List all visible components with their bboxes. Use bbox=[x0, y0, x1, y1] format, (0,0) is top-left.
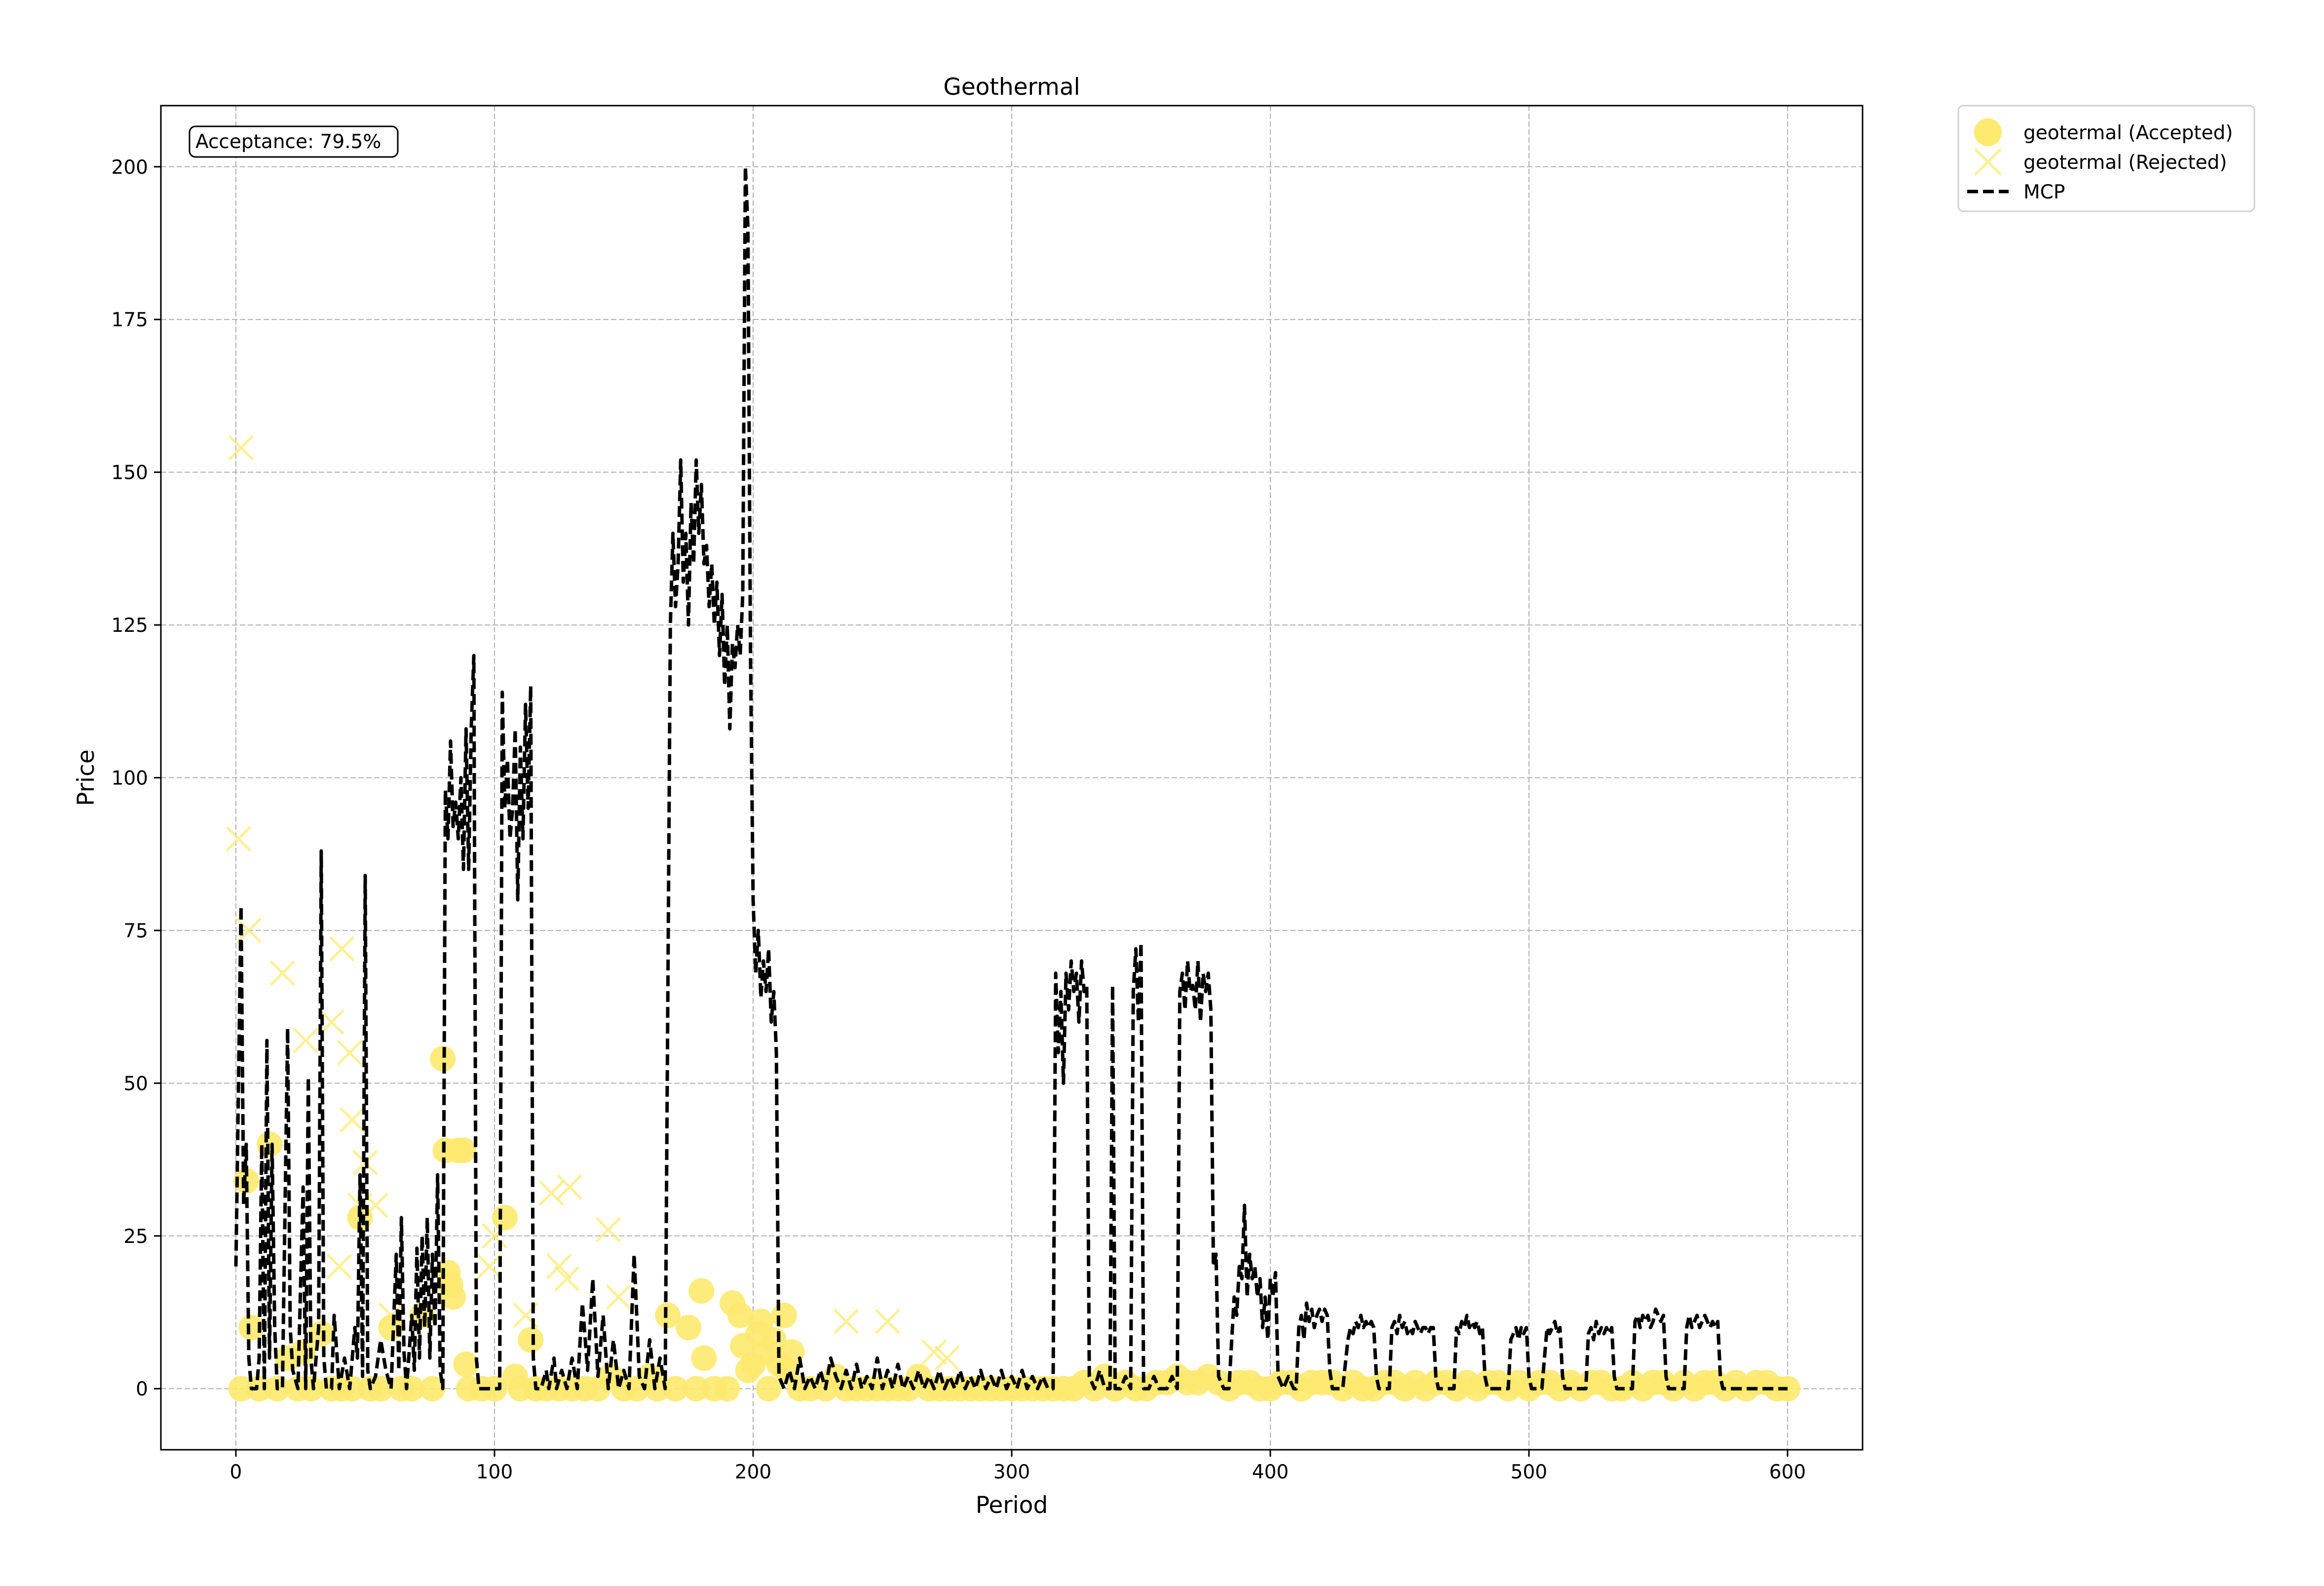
y-tick-label: 50 bbox=[123, 1073, 148, 1095]
rejected-point bbox=[482, 1223, 507, 1249]
rejected-point bbox=[557, 1174, 582, 1200]
rejected-point bbox=[606, 1284, 632, 1310]
accepted-point bbox=[748, 1309, 774, 1335]
accepted-point bbox=[771, 1302, 797, 1328]
rejected-point bbox=[340, 1107, 365, 1133]
plot-area bbox=[226, 165, 1801, 1402]
accepted-point bbox=[688, 1278, 715, 1304]
rejected-point bbox=[921, 1339, 947, 1365]
legend-label: geotermal (Accepted) bbox=[2023, 122, 2233, 144]
y-tick-label: 0 bbox=[136, 1378, 148, 1400]
accepted-point bbox=[683, 1376, 709, 1402]
rejected-point bbox=[228, 435, 254, 461]
accepted-point bbox=[339, 1376, 365, 1402]
x-tick-label: 200 bbox=[735, 1461, 771, 1483]
x-tick-label: 300 bbox=[993, 1461, 1030, 1483]
accepted-point bbox=[714, 1376, 740, 1402]
accepted-point bbox=[228, 1376, 254, 1402]
x-tick-label: 600 bbox=[1769, 1461, 1806, 1483]
legend-label: MCP bbox=[2023, 181, 2065, 203]
x-axis-label: Period bbox=[976, 1492, 1048, 1519]
rejected-point bbox=[378, 1302, 404, 1328]
accepted-point bbox=[430, 1045, 456, 1072]
accepted-point bbox=[727, 1302, 753, 1328]
y-axis-label: Price bbox=[73, 749, 100, 806]
rejected-point bbox=[236, 918, 262, 943]
legend-label: geotermal (Rejected) bbox=[2023, 152, 2227, 174]
rejected-point bbox=[476, 1253, 502, 1279]
rejected-point bbox=[293, 1027, 319, 1053]
y-tick-label: 75 bbox=[123, 920, 148, 942]
y-tick-label: 100 bbox=[112, 768, 148, 790]
rejected-point bbox=[546, 1253, 572, 1279]
accepted-point bbox=[518, 1327, 544, 1353]
rejected-point bbox=[269, 960, 296, 986]
accepted-point bbox=[238, 1315, 265, 1341]
accepted-point bbox=[1775, 1376, 1801, 1402]
chart-title: Geothermal bbox=[943, 74, 1080, 101]
accepted-point bbox=[756, 1376, 782, 1402]
mcp-line bbox=[234, 165, 1788, 1391]
legend: geotermal (Accepted) geotermal (Rejected)… bbox=[1957, 105, 2255, 212]
y-tick-label: 150 bbox=[112, 462, 148, 484]
y-tick-label: 200 bbox=[112, 156, 148, 179]
accepted-point bbox=[675, 1315, 701, 1341]
x-tick-label: 100 bbox=[476, 1461, 513, 1483]
accepted-point bbox=[481, 1376, 507, 1402]
x-tick-label: 0 bbox=[230, 1461, 242, 1483]
acceptance-annotation: Acceptance: 79.5% bbox=[189, 125, 399, 158]
rejected-point bbox=[554, 1266, 580, 1292]
series-mcp bbox=[234, 165, 1788, 1391]
accepted-point bbox=[691, 1345, 717, 1371]
y-axis: 0 25 50 75 100 125 150 175 200 bbox=[112, 156, 161, 1400]
accepted-point bbox=[399, 1376, 425, 1402]
rejected-point bbox=[226, 826, 251, 852]
accepted-point bbox=[492, 1204, 518, 1231]
rejected-point bbox=[875, 1309, 901, 1334]
grid bbox=[161, 106, 1863, 1450]
annotation-box bbox=[189, 125, 399, 158]
legend-rejected-marker bbox=[1974, 148, 2002, 176]
rejected-point bbox=[934, 1345, 960, 1371]
annotation-text: Acceptance: 79.5% bbox=[195, 131, 381, 153]
rejected-point bbox=[595, 1217, 621, 1243]
accepted-point bbox=[655, 1302, 681, 1328]
rejected-point bbox=[326, 1253, 352, 1279]
rejected-point bbox=[319, 1009, 344, 1035]
y-tick-label: 125 bbox=[112, 615, 148, 637]
accepted-point bbox=[662, 1376, 688, 1402]
x-tick-label: 500 bbox=[1511, 1461, 1547, 1483]
y-tick-label: 175 bbox=[112, 309, 148, 331]
x-tick-label: 400 bbox=[1252, 1461, 1289, 1483]
accepted-point bbox=[419, 1376, 446, 1402]
accepted-point bbox=[440, 1284, 466, 1310]
accepted-point bbox=[451, 1137, 477, 1163]
legend-frame bbox=[1957, 105, 2255, 212]
legend-accepted-marker bbox=[1974, 118, 2002, 146]
rejected-point bbox=[337, 1040, 363, 1066]
accepted-point bbox=[453, 1351, 479, 1377]
y-tick-label: 25 bbox=[123, 1226, 148, 1248]
rejected-point bbox=[833, 1309, 859, 1334]
accepted-point bbox=[308, 1320, 334, 1347]
x-axis: 0 100 200 300 400 500 600 bbox=[230, 1450, 1806, 1483]
rejected-point bbox=[538, 1180, 565, 1206]
rejected-point bbox=[329, 936, 355, 962]
